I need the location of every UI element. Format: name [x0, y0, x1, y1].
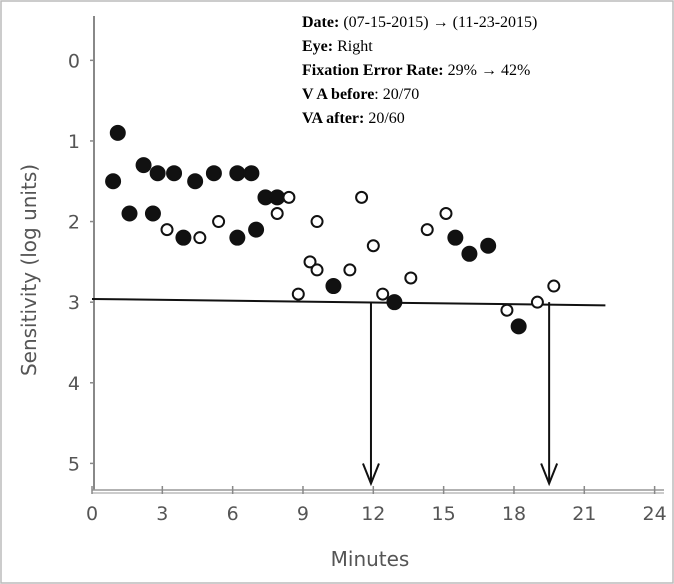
y-tick-label: 4	[68, 373, 80, 395]
open-point	[310, 215, 324, 229]
x-tick-label: 6	[227, 503, 239, 525]
annotation: VA after: 20/60	[302, 110, 405, 127]
open-point	[282, 190, 296, 204]
filled-point	[269, 189, 286, 206]
filled-point	[187, 173, 204, 190]
open-point	[500, 303, 514, 317]
open-point	[212, 215, 226, 229]
reference-line	[91, 297, 606, 307]
filled-point	[447, 229, 464, 246]
arrow-head	[540, 463, 559, 487]
y-tick-label: 0	[68, 50, 80, 72]
open-point	[404, 271, 418, 285]
open-point	[193, 231, 207, 245]
filled-point	[205, 165, 222, 182]
annotation-text: 29% → 42%	[444, 62, 531, 79]
annotation-label: VA after:	[302, 110, 364, 127]
filled-point	[510, 318, 527, 335]
arrow	[540, 302, 559, 487]
filled-point	[149, 165, 166, 182]
x-tick-label: 24	[643, 503, 667, 525]
open-point	[420, 223, 434, 237]
y-tick-label: 1	[68, 131, 80, 153]
filled-point	[144, 205, 161, 222]
y-axis-label: Sensitivity (log units)	[17, 164, 41, 376]
annotation-text: (07-15-2015) → (11-23-2015)	[339, 14, 537, 31]
annotation-text: 20/60	[364, 110, 404, 127]
open-point	[355, 190, 369, 204]
filled-point	[386, 294, 403, 311]
open-point	[310, 263, 324, 277]
open-point	[439, 207, 453, 220]
arrow	[362, 302, 380, 487]
x-tick-label: 9	[297, 503, 309, 525]
y-tick-label: 2	[68, 212, 80, 234]
annotation: V A before: 20/70	[302, 86, 419, 103]
arrow-head	[362, 463, 380, 487]
annotation-text: Right	[333, 38, 373, 55]
filled-point	[480, 237, 497, 254]
filled-point	[109, 124, 126, 141]
open-point	[303, 255, 317, 269]
open-point	[547, 279, 561, 293]
y-tick-label: 3	[68, 292, 80, 314]
x-tick-label: 18	[502, 503, 526, 525]
x-tick-label: 15	[432, 503, 456, 525]
open-point	[530, 295, 544, 309]
annotation-label: Fixation Error Rate:	[302, 62, 444, 79]
y-tick-label: 5	[68, 453, 80, 475]
x-tick-label: 21	[572, 503, 596, 525]
filled-point	[325, 278, 342, 295]
x-tick-label: 0	[86, 503, 98, 525]
filled-point	[229, 165, 246, 182]
x-axis-label: Minutes	[331, 547, 410, 571]
filled-point	[461, 245, 478, 262]
filled-point	[229, 229, 246, 246]
annotation: Fixation Error Rate: 29% → 42%	[302, 62, 530, 79]
filled-point	[175, 229, 192, 246]
x-tick-label: 12	[361, 503, 385, 525]
open-point	[376, 287, 390, 301]
filled-point	[166, 165, 183, 182]
annotation: Date: (07-15-2015) → (11-23-2015)	[302, 14, 537, 31]
annotation: Eye: Right	[302, 38, 373, 55]
filled-point	[105, 173, 122, 190]
filled-point	[135, 157, 152, 174]
filled-point	[121, 205, 138, 222]
annotation-label: V A before	[302, 86, 374, 103]
x-tick-label: 3	[156, 503, 168, 525]
open-point	[291, 287, 305, 301]
annotation-text: : 20/70	[374, 86, 419, 103]
annotation-label: Date:	[302, 14, 339, 31]
open-point	[343, 263, 357, 277]
filled-point	[248, 221, 265, 238]
annotation-label: Eye:	[302, 38, 333, 55]
filled-point	[243, 165, 260, 182]
open-point	[366, 239, 380, 253]
open-point	[270, 207, 284, 220]
open-point	[160, 223, 174, 237]
